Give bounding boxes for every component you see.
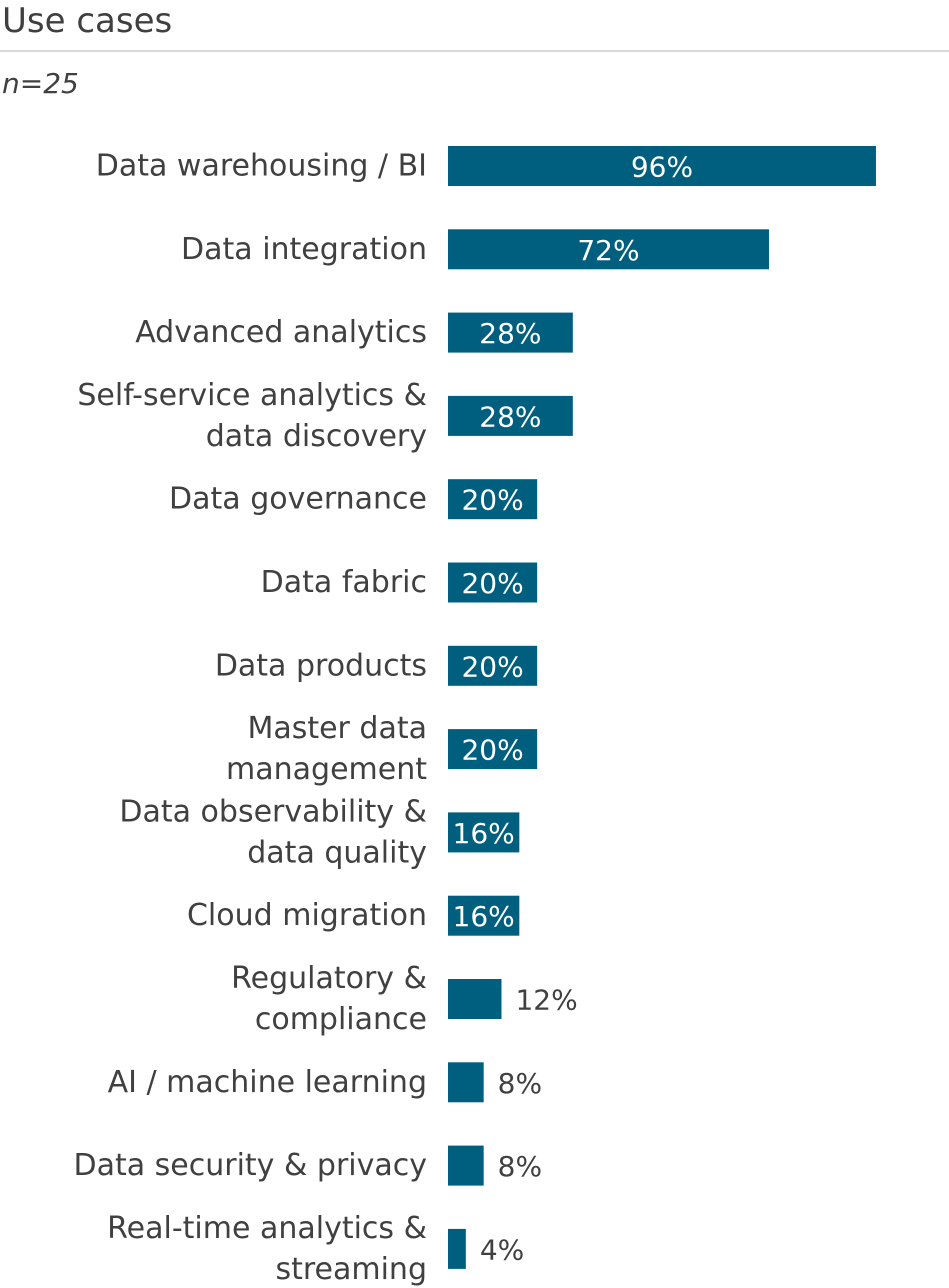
value-label: 28% [479,400,541,433]
chart-title: Use cases [2,1,173,41]
category-label: Data observability & [119,794,427,829]
bar [448,645,538,686]
value-label: 20% [461,484,523,517]
category-label: Data security & privacy [73,1148,427,1183]
category-label: data quality [247,835,427,870]
category-label: Data warehousing / BI [96,149,427,184]
bar [448,146,876,186]
value-label: 16% [453,900,515,933]
category-labels: Data warehousing / BI Data integration Adv… [73,149,427,1287]
bar [448,479,538,520]
bar [448,979,502,1019]
category-label: Data fabric [261,565,427,600]
value-label: 72% [577,234,639,267]
category-label: Real-time analytics & [107,1211,427,1246]
bars [448,146,876,1269]
category-label: Data integration [181,232,427,267]
value-label: 20% [461,650,523,683]
chart-subtitle: n=25 [2,67,79,100]
bar [448,229,769,270]
category-label: Regulatory & [231,961,427,996]
bar [448,395,573,436]
value-label: 20% [461,734,523,767]
category-label: compliance [255,1002,427,1037]
category-label: AI / machine learning [108,1065,427,1100]
value-label: 8% [498,1150,542,1183]
category-label: Master data [247,711,427,746]
bar [448,729,538,770]
value-label: 12% [515,984,577,1017]
category-label: Data products [215,648,427,683]
bar [448,812,520,853]
bar [448,312,573,353]
category-label: streaming [275,1252,427,1287]
bar [448,895,520,936]
bar [448,1228,466,1269]
bar [448,1145,484,1186]
value-label: 8% [498,1067,542,1100]
category-label: Self-service analytics & [77,378,427,413]
value-label: 16% [453,817,515,850]
value-label: 28% [479,317,541,350]
value-labels: 96% 72% 28% 28% 20% 20% 20% 20% 16% 16% 12% 8% 8% 4% [453,151,694,1267]
value-label: 4% [480,1233,524,1266]
category-label: Data governance [169,482,427,517]
category-label: Cloud migration [187,898,427,933]
value-label: 96% [631,151,693,184]
title-divider [0,50,949,52]
category-label: management [226,752,427,787]
category-label: Advanced analytics [135,315,427,350]
category-label: data discovery [206,419,427,454]
value-label: 20% [461,567,523,600]
bar [448,562,538,603]
bar [448,1062,484,1103]
